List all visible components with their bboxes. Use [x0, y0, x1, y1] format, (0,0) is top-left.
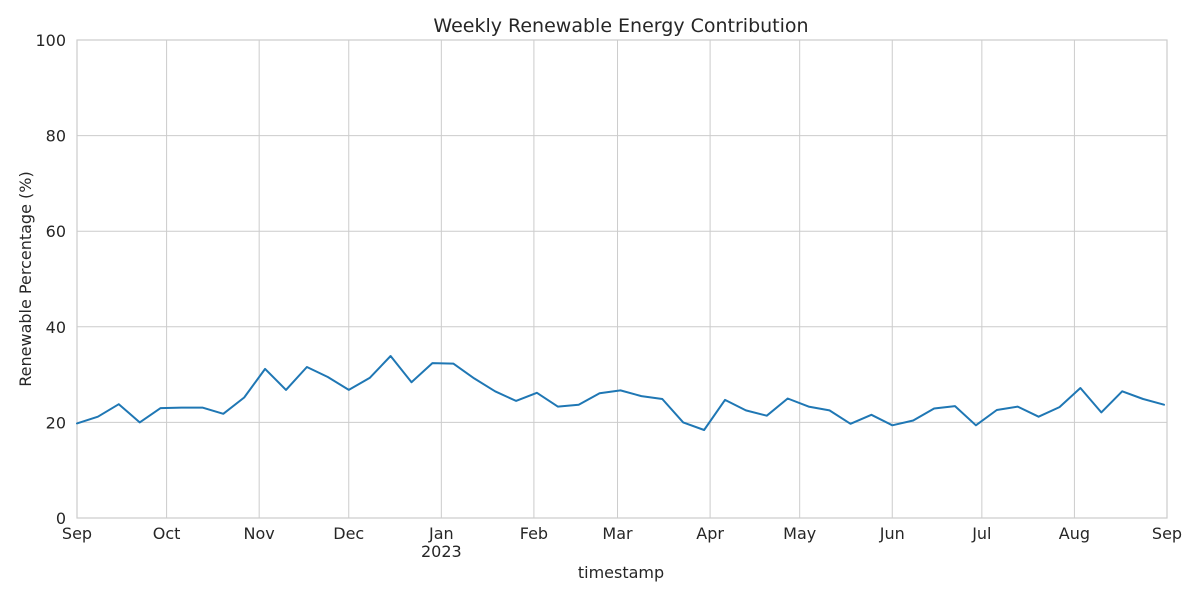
chart-title: Weekly Renewable Energy Contribution	[433, 15, 808, 37]
plot-area-frame	[76, 39, 1168, 519]
x-tick-label: Mar	[602, 524, 633, 543]
x-tick-label: Jan	[428, 524, 454, 543]
y-tick-label: 100	[35, 31, 66, 50]
x-tick-year-label: 2023	[421, 542, 462, 561]
y-gridlines	[77, 39, 1167, 519]
y-tick-label: 60	[46, 222, 66, 241]
y-tick-label: 20	[46, 413, 66, 432]
x-tick-label: Aug	[1059, 524, 1090, 543]
y-tick-label: 0	[56, 509, 66, 528]
x-axis-label: timestamp	[578, 563, 664, 582]
x-tick-label: Sep	[62, 524, 92, 543]
x-tick-label: May	[783, 524, 816, 543]
x-gridlines	[76, 40, 1168, 518]
x-tick-label: Oct	[153, 524, 181, 543]
y-tick-label: 80	[46, 127, 66, 146]
x-tick-label: Jul	[971, 524, 991, 543]
x-tick-label: Sep	[1152, 524, 1182, 543]
y-tick-label: 40	[46, 318, 66, 337]
x-tick-label: Feb	[520, 524, 548, 543]
x-tick-label: Nov	[244, 524, 275, 543]
series-line	[76, 355, 1165, 431]
x-tick-label: Apr	[696, 524, 724, 543]
y-axis-label: Renewable Percentage (%)	[16, 171, 35, 386]
y-tick-labels: 0 20 40 60 80 100	[35, 31, 66, 528]
x-tick-label: Jun	[879, 524, 905, 543]
x-tick-label: Dec	[333, 524, 364, 543]
